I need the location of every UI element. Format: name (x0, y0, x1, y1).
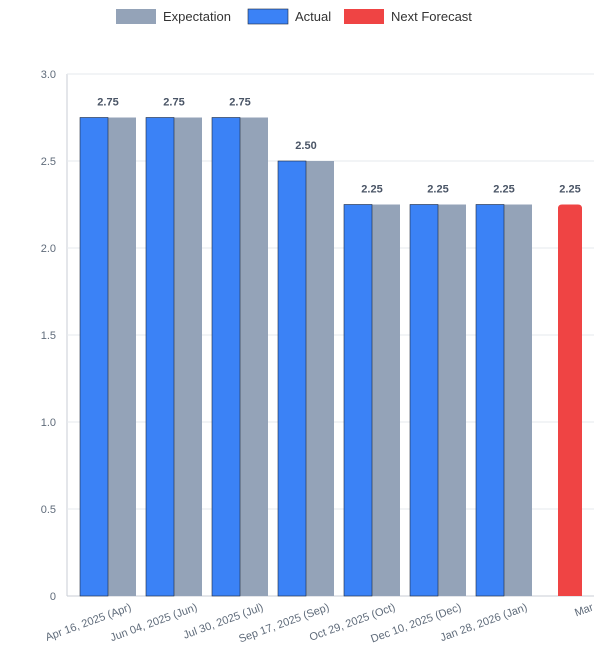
data-label: 2.75 (97, 97, 118, 109)
bars (79, 117, 582, 597)
legend-label-expectation: Expectation (163, 9, 231, 24)
legend-item-expectation[interactable]: Expectation (116, 9, 231, 24)
legend: Expectation Actual Next Forecast (116, 8, 472, 25)
x-axis-labels: Apr 16, 2025 (Apr)Jun 04, 2025 (Jun)Jul … (44, 601, 594, 645)
bar-expectation (306, 161, 334, 596)
legend-item-actual[interactable]: Actual (247, 8, 331, 25)
y-tick-label: 2.5 (41, 156, 56, 168)
bar-actual (409, 204, 439, 597)
data-labels: 2.75 2.75 2.75 2.50 2.25 2.25 2.25 2.25 (97, 97, 580, 196)
bar-actual (277, 160, 307, 597)
y-tick-label: 1.5 (41, 330, 56, 342)
y-tick-label: 0.5 (41, 504, 56, 516)
legend-swatch-next-forecast (344, 9, 384, 24)
data-label: 2.25 (427, 184, 448, 196)
x-tick-label: Mar (573, 601, 594, 619)
bar-expectation (504, 204, 532, 596)
bar-actual (211, 117, 241, 597)
bar-actual (79, 117, 109, 597)
bar-expectation (174, 117, 202, 596)
y-tick-label: 1.0 (41, 417, 56, 429)
bar-expectation (438, 204, 466, 596)
bar-expectation (108, 117, 136, 596)
data-label: 2.25 (493, 184, 514, 196)
data-label: 2.25 (559, 184, 580, 196)
legend-swatch-actual (247, 8, 289, 25)
data-label: 2.50 (295, 140, 316, 152)
legend-swatch-expectation (116, 9, 156, 24)
bar-actual (145, 117, 175, 597)
bar-next-forecast (558, 204, 582, 596)
bar-expectation (372, 204, 400, 596)
data-label: 2.25 (361, 184, 382, 196)
bar-actual (343, 204, 373, 597)
data-label: 2.75 (163, 97, 184, 109)
legend-label-next-forecast: Next Forecast (391, 9, 472, 24)
bar-expectation (240, 117, 268, 596)
y-axis-ticks: 0 0.5 1.0 1.5 2.0 2.5 3.0 (41, 69, 56, 603)
legend-label-actual: Actual (295, 9, 331, 24)
y-tick-label: 0 (50, 591, 56, 603)
legend-item-next-forecast[interactable]: Next Forecast (344, 9, 472, 24)
data-label: 2.75 (229, 97, 250, 109)
y-tick-label: 2.0 (41, 243, 56, 255)
bar-actual (475, 204, 505, 597)
y-tick-label: 3.0 (41, 69, 56, 81)
